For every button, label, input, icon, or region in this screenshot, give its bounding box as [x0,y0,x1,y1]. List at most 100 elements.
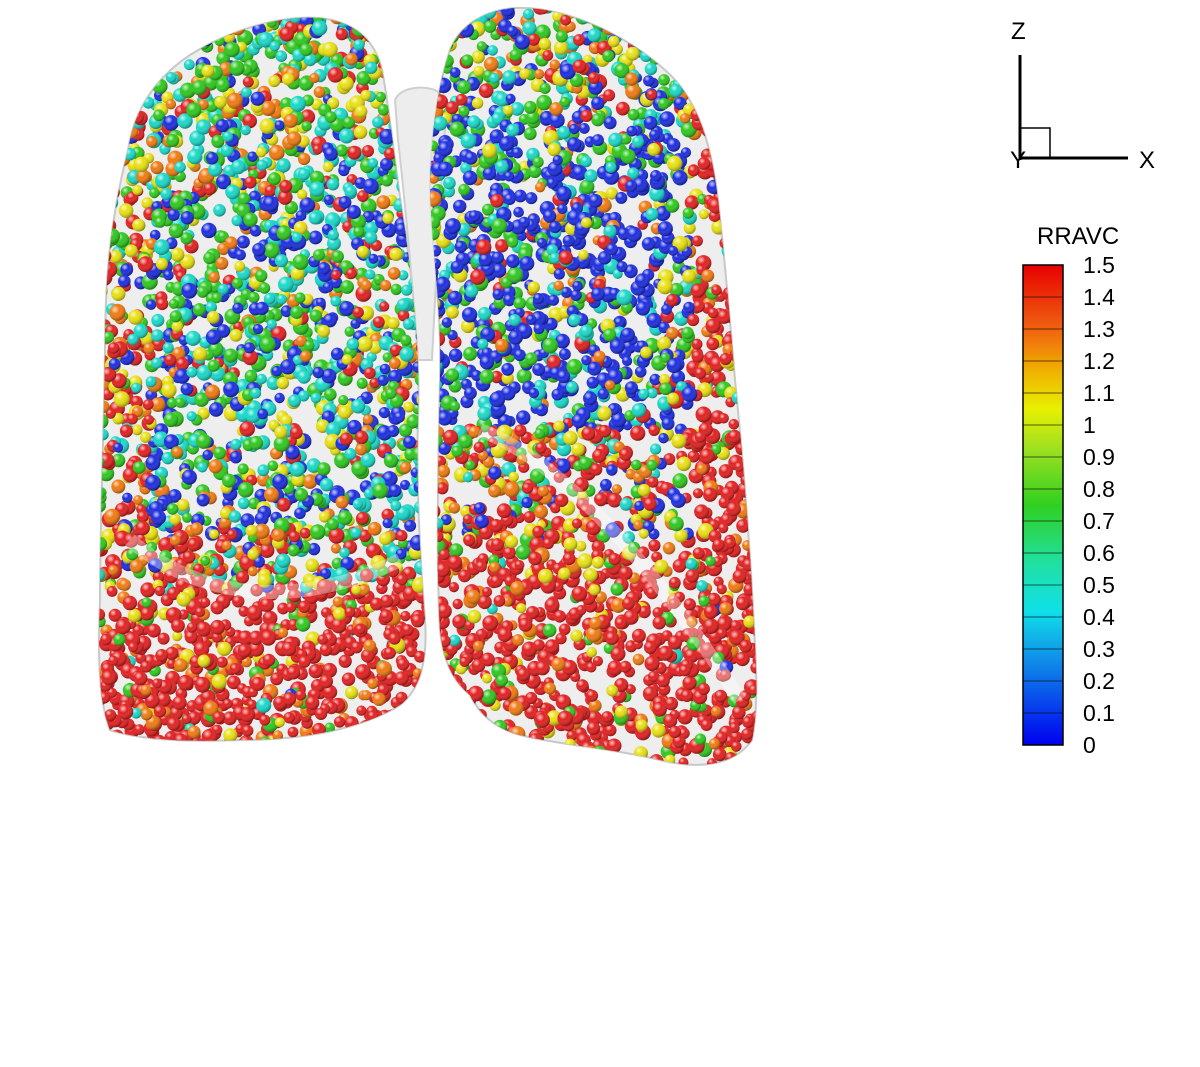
particle-sphere [160,27,176,44]
particle-sphere-shading [229,60,245,76]
particle-sphere-shading [160,27,176,44]
particle-sphere-shading [146,17,161,28]
particle-sphere-shading [346,205,361,219]
particle-sphere [133,20,144,31]
particle-sphere-shading [321,368,337,384]
particle-sphere [146,17,161,28]
particle-sphere-shading [157,20,169,32]
particle-sphere-shading [104,178,117,192]
particle-sphere-shading [99,213,108,227]
particle-sphere [136,66,147,77]
particle-sphere-shading [191,80,207,96]
particle-sphere [134,33,146,45]
particle-sphere-shading [319,478,334,492]
particle-sphere-shading [109,304,126,321]
particle-sphere-shading [394,720,407,733]
particle-sphere [417,46,426,59]
particle-sphere [99,136,107,147]
particle-sphere [129,35,141,47]
particle-sphere-shading [343,733,359,741]
particle-sphere-shading [372,692,386,706]
particle-sphere-shading [235,570,250,584]
particle-sphere-shading [109,116,124,131]
particle-sphere-shading [143,342,155,354]
particle-sphere-shading [357,336,373,352]
particle-sphere-shading [264,184,277,197]
particle-sphere [408,729,421,741]
particle-sphere-shading [411,577,426,593]
particle-sphere-shading [190,522,204,536]
particle-sphere [111,81,127,96]
particle-sphere-shading [335,739,347,741]
particle-sphere-shading [113,633,126,646]
particle-sphere [99,61,105,73]
particle-sphere [104,110,116,122]
particle-sphere [328,731,344,741]
particle-sphere-shading [338,164,350,177]
particle-sphere-shading [194,392,209,407]
particle-sphere [99,17,114,26]
particle-sphere-shading [99,167,108,179]
particle-sphere-shading [347,419,362,435]
particle-sphere-shading [326,518,339,531]
particle-sphere-shading [108,565,119,576]
particle-sphere-shading [415,32,426,45]
particle-sphere [394,720,407,733]
particle-sphere-shading [105,129,122,146]
particle-sphere [384,39,401,56]
particle-sphere-shading [99,52,107,68]
particle-sphere [99,91,106,105]
particle-sphere-shading [118,274,131,288]
particle-sphere [104,178,117,192]
particle-sphere-shading [274,120,285,131]
particle-sphere-shading [410,467,421,478]
particle-sphere [99,148,112,162]
particle-sphere-shading [166,503,179,515]
particle-sphere [385,26,397,38]
particle-sphere-shading [145,455,161,471]
particle-sphere-shading [257,464,270,477]
particle-sphere-shading [421,406,426,417]
particle-sphere-shading [417,481,426,496]
particle-sphere [105,129,122,146]
particle-sphere [112,103,126,118]
particle-sphere-shading [146,17,163,30]
particle-sphere-shading [370,727,383,740]
particle-sphere [421,537,426,550]
particle-sphere-shading [229,329,243,342]
particle-sphere-shading [200,597,211,608]
particle-sphere-shading [131,382,142,393]
particle-sphere-shading [128,76,140,88]
particle-sphere-shading [396,18,411,33]
particle-sphere [115,104,128,116]
particle-sphere [378,733,392,741]
particle-sphere-shading [285,602,297,613]
particle-sphere-shading [364,731,379,741]
particle-sphere-shading [383,453,398,468]
particle-sphere-shading [382,212,394,224]
particle-sphere-shading [415,19,426,31]
particle-sphere-shading [113,391,130,408]
particle-sphere-shading [99,189,111,204]
particle-sphere-shading [292,254,309,270]
particle-sphere-shading [99,57,113,71]
particle-sphere-shading [216,656,228,668]
particle-sphere [408,17,423,26]
particle-sphere-shading [106,586,118,597]
particle-sphere-shading [102,115,114,126]
particle-sphere-shading [140,708,153,721]
particle-sphere-shading [269,40,280,52]
particle-sphere-shading [364,221,379,236]
particle-sphere-shading [332,596,344,608]
particle-sphere-shading [372,116,384,128]
particle-sphere-shading [299,527,311,539]
particle-sphere [111,17,124,24]
particle-sphere-shading [133,495,144,505]
particle-sphere-shading [379,609,394,624]
particle-sphere [119,40,136,57]
particle-sphere-shading [367,710,379,722]
particle-sphere-shading [360,198,377,215]
particle-sphere-shading [390,68,404,82]
particle-sphere-shading [100,17,117,32]
particle-sphere-shading [405,45,421,61]
